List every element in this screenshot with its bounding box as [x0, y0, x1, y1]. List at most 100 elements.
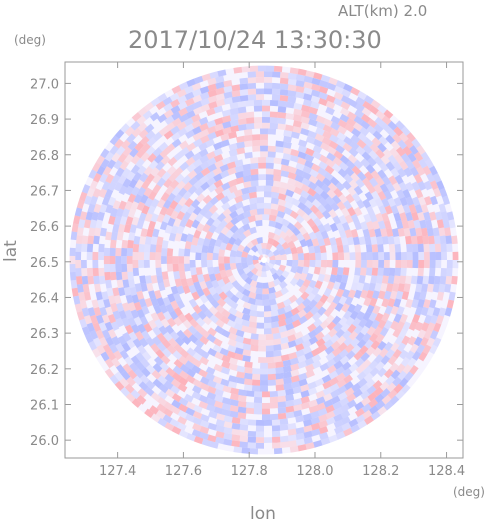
radar-cell	[412, 251, 419, 260]
radar-cell	[375, 176, 385, 187]
radar-cell	[236, 141, 245, 149]
radar-cell	[259, 385, 269, 392]
radar-cell	[150, 213, 159, 223]
radar-cell	[383, 109, 394, 120]
radar-cell	[318, 91, 329, 101]
radar-cell	[371, 137, 382, 147]
radar-cell	[223, 421, 233, 429]
radar-cell	[290, 375, 300, 383]
radar-cell	[275, 372, 284, 380]
radar-cell	[114, 129, 125, 140]
radar-cell	[168, 337, 178, 348]
radar-cell	[95, 291, 103, 301]
radar-cell	[221, 235, 231, 245]
radar-cell	[227, 344, 237, 353]
radar-cell	[298, 284, 308, 294]
radar-cell	[323, 287, 332, 298]
radar-cell	[89, 219, 97, 229]
radar-cell	[311, 83, 321, 92]
radar-cell	[297, 201, 307, 211]
radar-cell	[229, 102, 239, 110]
radar-cell	[131, 127, 142, 138]
radar-cell	[401, 260, 407, 269]
radar-cell	[231, 280, 241, 289]
radar-cell	[206, 107, 216, 117]
radar-cell	[137, 344, 147, 355]
radar-cell	[141, 367, 151, 378]
radar-cell	[273, 157, 282, 165]
radar-cell	[228, 363, 238, 371]
radar-cell	[144, 297, 153, 308]
radar-cell	[286, 222, 296, 232]
radar-cell	[318, 85, 329, 95]
radar-cell	[372, 347, 382, 357]
radar-cell	[213, 173, 223, 183]
radar-cell	[326, 146, 337, 156]
radar-cell	[277, 401, 287, 409]
radar-cell	[202, 273, 211, 283]
radar-cell	[295, 343, 305, 352]
radar-cell	[226, 319, 237, 328]
radar-cell	[280, 158, 290, 166]
radar-cell	[288, 351, 298, 360]
radar-cell	[157, 282, 166, 292]
radar-cell	[345, 193, 355, 204]
radar-cell	[195, 244, 203, 253]
radar-cell	[202, 315, 213, 326]
radar-cell	[226, 161, 237, 170]
radar-cell	[128, 178, 138, 189]
radar-cell	[206, 151, 216, 160]
radar-cell	[354, 401, 365, 411]
radar-cell	[75, 260, 82, 269]
radar-cell	[295, 296, 305, 306]
y-tick-label: 26.1	[30, 398, 59, 413]
radar-cell	[173, 306, 183, 317]
radar-cell	[350, 282, 359, 292]
radar-cell	[126, 255, 133, 265]
radar-cell	[371, 267, 379, 276]
radar-cell	[243, 245, 251, 254]
radar-cell	[422, 344, 432, 355]
radar-cell	[150, 97, 161, 107]
radar-cell	[270, 303, 279, 311]
radar-cell	[215, 419, 225, 427]
radar-cell	[237, 244, 245, 253]
radar-cell	[229, 256, 236, 264]
radar-cell	[255, 243, 263, 251]
radar-cell	[138, 260, 145, 269]
radar-cell	[434, 211, 443, 221]
radar-cell	[184, 240, 192, 250]
radar-cell	[136, 290, 145, 300]
radar-cell	[170, 285, 179, 295]
radar-cell	[92, 322, 101, 332]
radar-cell	[255, 94, 264, 101]
radar-cell	[336, 379, 347, 389]
radar-cell	[311, 238, 320, 247]
radar-cell	[407, 219, 415, 229]
radar-cell	[105, 231, 113, 241]
radar-cell	[355, 260, 362, 268]
radar-cell	[173, 271, 181, 280]
radar-cell	[250, 344, 259, 352]
radar-cell	[123, 287, 132, 297]
radar-cell	[247, 419, 257, 426]
radar-cell	[405, 275, 412, 285]
radar-cell	[420, 321, 430, 332]
radar-cell	[258, 339, 266, 346]
radar-cell	[309, 260, 316, 268]
radar-cell	[265, 157, 274, 164]
radar-cell	[305, 70, 315, 78]
radar-cell	[86, 251, 93, 260]
radar-cell	[165, 122, 176, 132]
radar-cell	[395, 146, 406, 157]
radar-cell	[279, 83, 289, 91]
radar-cell	[214, 272, 223, 282]
radar-cell	[351, 127, 362, 138]
radar-cell	[247, 297, 256, 305]
radar-cell	[229, 119, 239, 127]
radar-cell	[176, 180, 186, 191]
radar-cell	[158, 325, 168, 336]
radar-cell	[395, 389, 406, 400]
radar-cell	[293, 409, 303, 418]
radar-cell	[214, 160, 224, 169]
